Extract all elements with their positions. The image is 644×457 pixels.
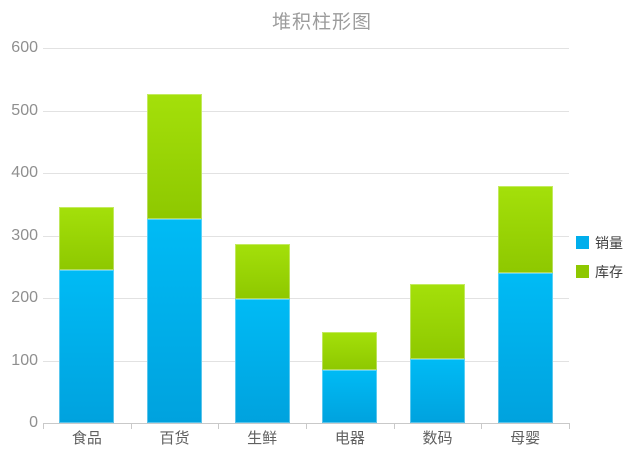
gridline (43, 110, 569, 112)
y-axis-label: 500 (11, 101, 38, 119)
x-axis-tick (43, 423, 44, 429)
y-axis-label: 100 (11, 351, 38, 369)
x-axis-tick (569, 423, 570, 429)
gridline (43, 173, 569, 174)
legend-item[interactable]: 销量 (576, 235, 640, 251)
x-axis-tick (218, 423, 220, 429)
x-axis-tick (393, 423, 395, 429)
bar-segment (497, 273, 553, 423)
legend-swatch (576, 265, 589, 278)
bar-segment (322, 332, 378, 370)
bar-segment (234, 244, 290, 300)
x-axis-label: 生鲜 (247, 430, 278, 447)
legend-item[interactable]: 库存 (576, 264, 640, 280)
legend-swatch (576, 236, 589, 249)
y-axis-label: 0 (29, 414, 38, 431)
gridline (43, 48, 569, 49)
x-axis-label: 食品 (71, 430, 102, 447)
chart-title: 堆积柱形图 (271, 12, 372, 33)
y-axis-label: 200 (11, 289, 38, 306)
x-axis-label: 母婴 (510, 430, 541, 447)
y-axis-label: 400 (11, 164, 38, 181)
x-axis-label: 电器 (334, 430, 365, 447)
x-axis-tick (306, 423, 307, 429)
bar-segment (147, 93, 202, 219)
gridline (43, 360, 569, 362)
bar-segment (410, 359, 465, 423)
legend-label: 销量 (595, 235, 623, 251)
gridline (43, 298, 569, 299)
bar-segment (59, 269, 115, 423)
x-axis-label: 数码 (422, 430, 453, 447)
bar-segment (497, 185, 553, 273)
bar-segment (410, 284, 465, 360)
x-axis-tick (130, 423, 132, 429)
gridline (43, 235, 569, 237)
bar-segment (147, 218, 202, 423)
y-axis-label: 600 (11, 39, 38, 56)
bar-segment (234, 299, 290, 423)
bar-segment (322, 369, 378, 423)
legend-label: 库存 (595, 264, 623, 280)
x-axis-label: 百货 (159, 430, 190, 447)
x-axis-tick (481, 423, 483, 429)
bar-segment (59, 207, 115, 270)
y-axis-label: 300 (11, 226, 38, 244)
